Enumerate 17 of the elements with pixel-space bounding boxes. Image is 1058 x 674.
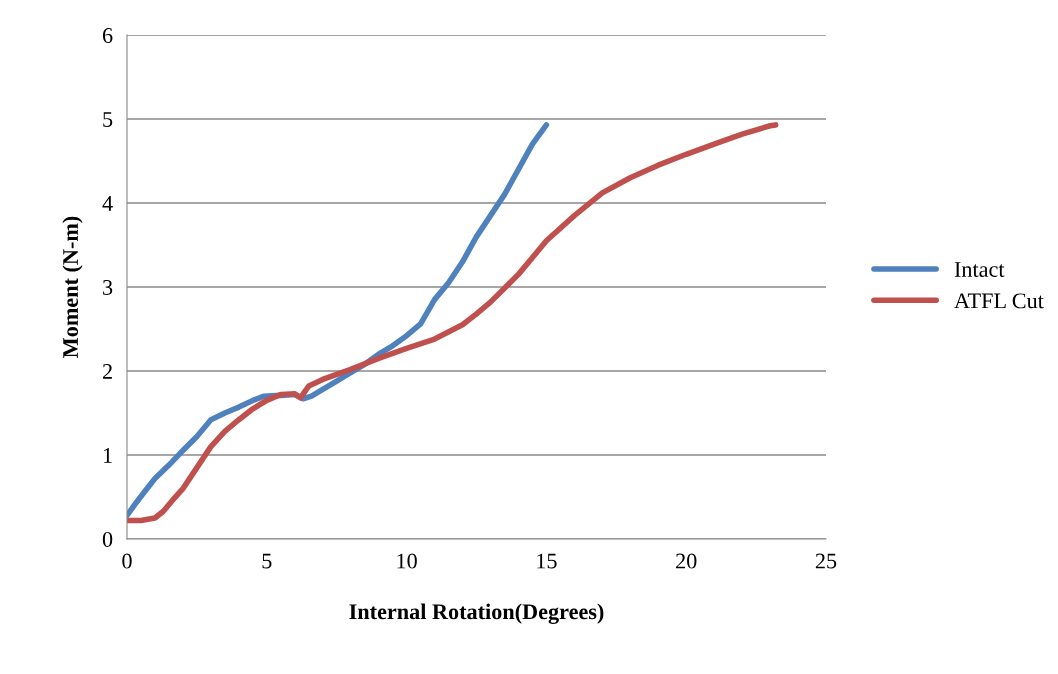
y-tick-label: 5 (103, 112, 113, 127)
x-tick-label: 15 (537, 553, 557, 569)
y-tick-label: 6 (102, 27, 113, 43)
y-axis-title: Moment (N-m) (62, 216, 83, 358)
x-tick-label: 25 (815, 553, 837, 569)
y-tick-label: 1 (103, 448, 112, 463)
y-tick-label: 2 (102, 363, 112, 379)
x-tick-label: 5 (262, 553, 272, 569)
x-tick-label: 10 (397, 553, 417, 569)
y-tick-label: 3 (103, 279, 113, 295)
x-tick-label: 20 (676, 553, 697, 569)
legend-label: Intact (954, 262, 1005, 277)
legend-label: ATFL Cut (954, 293, 1044, 309)
y-tick-label: 4 (102, 196, 113, 211)
y-tick-label: 0 (102, 531, 113, 547)
x-axis-title: Internal Rotation(Degrees) (349, 603, 604, 624)
x-tick-label: 0 (122, 553, 132, 569)
